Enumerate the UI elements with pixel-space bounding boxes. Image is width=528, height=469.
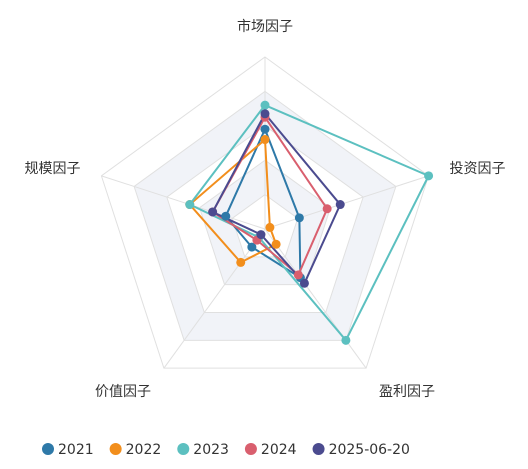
series-line [188,137,278,264]
data-point [208,207,218,217]
legend-label: 2025-06-20 [329,442,410,458]
data-point [335,200,345,210]
axis-line [163,228,266,369]
data-point [260,109,270,119]
legend-marker [312,443,325,455]
data-point [294,213,304,223]
data-point [299,278,309,288]
series-line [188,103,430,343]
data-point [271,239,281,249]
data-point [260,124,270,134]
legend-label: 2022 [126,442,162,458]
indicator-label: 价值因子 [95,384,151,400]
data-point [247,242,257,252]
data-point [256,230,266,240]
series-line [224,126,302,280]
indicator-label: 市场因子 [237,18,293,35]
legend-label: 2021 [58,442,94,458]
legend-marker [244,443,257,455]
data-point [265,222,275,232]
indicator-label: 投资因子 [450,161,506,177]
legend-label: 2023 [193,442,229,458]
data-point [221,211,231,221]
indicator-label: 盈利因子 [379,384,435,400]
data-point [293,270,303,280]
axis-line [101,175,266,230]
axis-line [264,228,367,369]
legend-marker [109,443,122,455]
data-point [341,335,351,345]
data-point [322,204,332,214]
series-line [211,111,342,286]
data-point [236,257,246,267]
data-point [185,200,195,210]
legend-marker [177,443,190,455]
data-point [424,171,434,181]
axis-line [264,175,429,230]
indicator-label: 规模因子 [24,161,80,177]
legend-marker [42,443,54,455]
legend-label: 2024 [261,442,297,458]
data-point [260,135,270,145]
data-point [260,100,270,110]
